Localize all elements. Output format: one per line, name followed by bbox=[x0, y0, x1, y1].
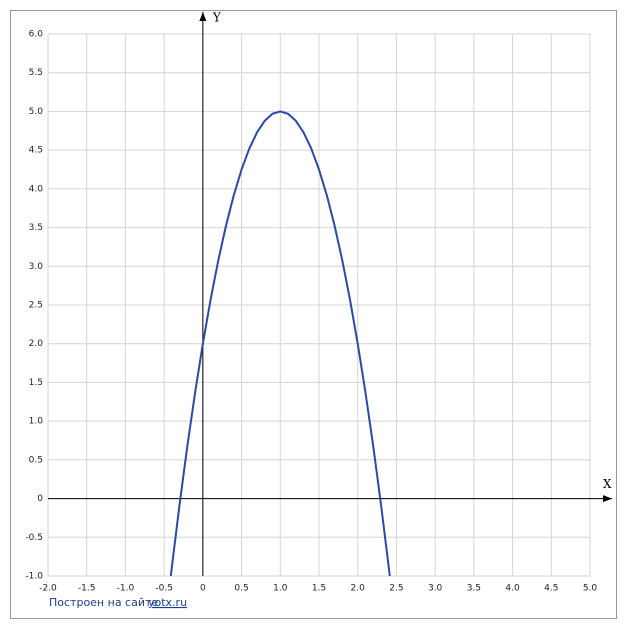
x-tick-label: -1.5 bbox=[78, 584, 96, 594]
y-axis-arrow bbox=[199, 12, 207, 21]
axes: -2.0 -1.5 -1.0 -0.5 0 0.5 1.0 1.5 2.0 2.5 3.0 3.5 4.… bbox=[25, 11, 612, 594]
plot bbox=[169, 110, 391, 577]
y-tick-label: 3.5 bbox=[29, 223, 43, 233]
y-tick-label: 4.0 bbox=[29, 184, 44, 194]
y-tick-label: 1.5 bbox=[29, 378, 43, 388]
y-tick-label: 0.5 bbox=[29, 455, 43, 465]
x-tick-label: -1.0 bbox=[117, 584, 135, 594]
y-tick-label: 5.0 bbox=[29, 107, 44, 117]
x-tick-label: 3.5 bbox=[467, 584, 481, 594]
x-tick-label: -2.0 bbox=[39, 584, 57, 594]
y-tick-label: 2.0 bbox=[29, 339, 44, 349]
x-tick-label: 2.5 bbox=[389, 584, 403, 594]
y-tick-label: 1.0 bbox=[29, 417, 44, 427]
x-tick-label: 1.5 bbox=[312, 584, 326, 594]
x-tick-label: 4.0 bbox=[505, 584, 520, 594]
x-tick-label: -0.5 bbox=[155, 584, 173, 594]
x-tick-label: 0 bbox=[200, 584, 206, 594]
grid bbox=[47, 33, 591, 577]
x-tick-label: 2.0 bbox=[351, 584, 366, 594]
y-tick-label: 5.5 bbox=[29, 68, 43, 78]
curve bbox=[169, 110, 391, 577]
frame bbox=[10, 10, 617, 619]
y-tick-label: -0.5 bbox=[25, 533, 43, 543]
x-tick-label: 4.5 bbox=[544, 584, 558, 594]
y-tick-label: 2.5 bbox=[29, 301, 43, 311]
x-tick-label: 1.0 bbox=[273, 584, 288, 594]
x-tick-label: 0.5 bbox=[234, 584, 248, 594]
footer-link[interactable]: yotx.ru bbox=[148, 596, 187, 609]
y-tick-label: -1.0 bbox=[25, 572, 43, 582]
y-tick-label: 4.5 bbox=[29, 146, 43, 156]
footer-text: Построен на сайте bbox=[49, 596, 158, 609]
y-axis-label: Y bbox=[212, 11, 222, 25]
plot-border bbox=[47, 33, 591, 577]
x-tick-label: 5.0 bbox=[583, 584, 598, 594]
x-tick-label: 3.0 bbox=[428, 584, 443, 594]
y-tick-label: 3.0 bbox=[29, 262, 44, 272]
x-axis-label: X bbox=[603, 477, 612, 491]
y-tick-label: 0 bbox=[37, 494, 43, 504]
y-tick-label: 6.0 bbox=[29, 30, 44, 40]
x-axis-arrow bbox=[603, 495, 612, 503]
